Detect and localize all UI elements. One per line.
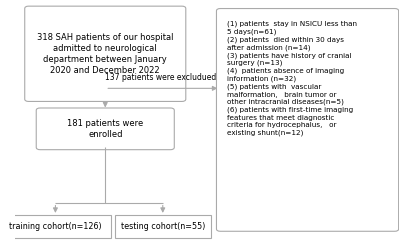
Text: (1) patients  stay in NSICU less than
5 days(n=61)
(2) patients  died within 30 : (1) patients stay in NSICU less than 5 d… <box>227 20 357 136</box>
FancyBboxPatch shape <box>115 214 211 238</box>
FancyBboxPatch shape <box>36 108 174 150</box>
Text: 318 SAH patients of our hospital
admitted to neurological
department between Jan: 318 SAH patients of our hospital admitte… <box>37 33 174 75</box>
Text: training cohort(n=126): training cohort(n=126) <box>9 222 102 231</box>
Text: 137 patients were excludued: 137 patients were excludued <box>105 73 216 82</box>
Text: 181 patients were
enrolled: 181 patients were enrolled <box>67 119 143 139</box>
FancyBboxPatch shape <box>216 8 399 231</box>
Text: testing cohort(n=55): testing cohort(n=55) <box>120 222 205 231</box>
FancyBboxPatch shape <box>25 6 186 101</box>
FancyBboxPatch shape <box>0 214 111 238</box>
